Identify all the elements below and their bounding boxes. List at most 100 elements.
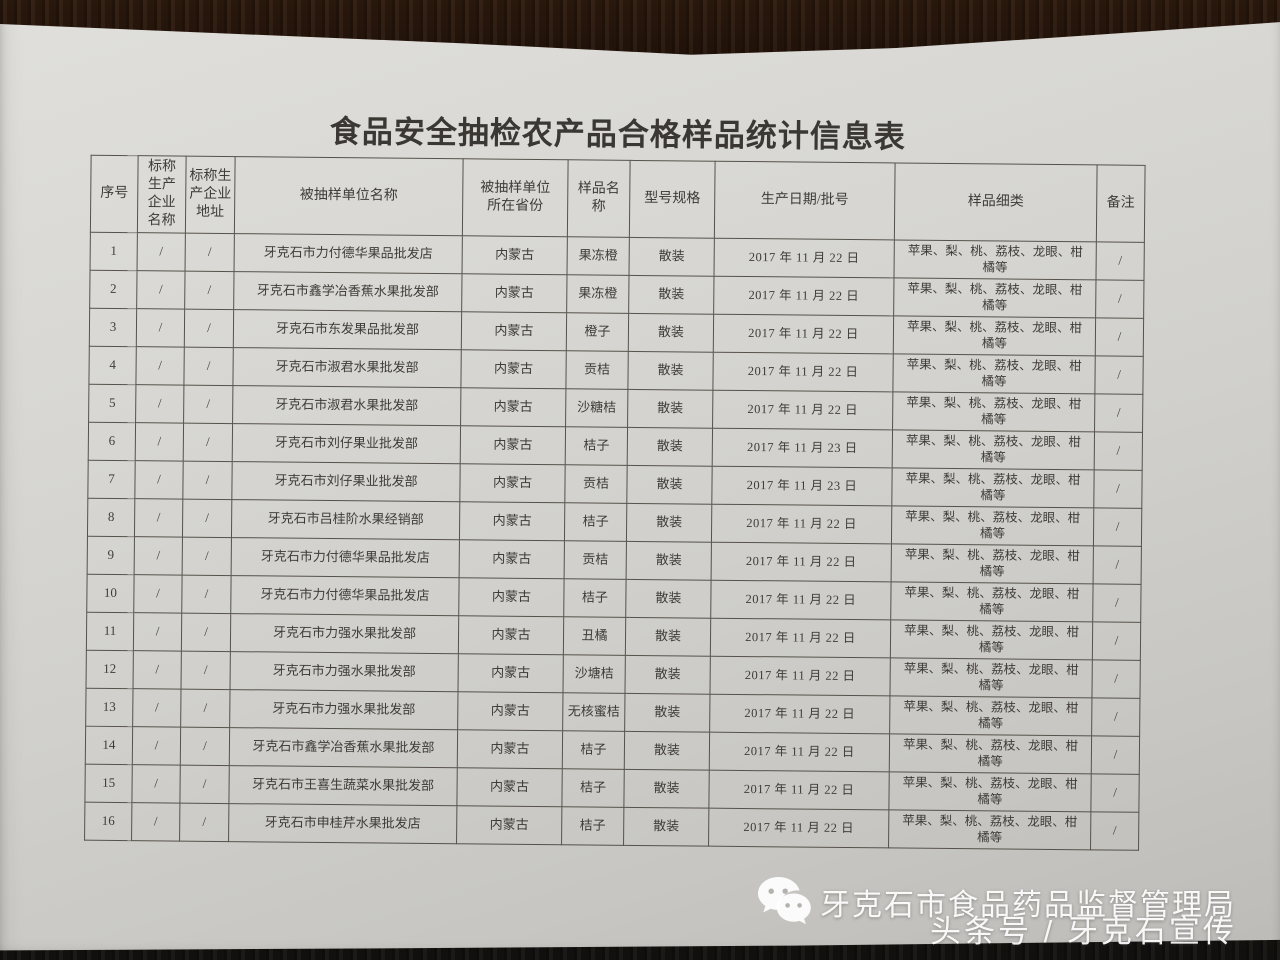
- header-row: 序号 标称生产企业名称 标称生产企业地址 被抽样单位名称 被抽样单位所在省份 样…: [90, 155, 1146, 243]
- cell-date-batch: 2017 年 11 月 22 日: [713, 238, 895, 278]
- cell-seq: 9: [87, 536, 135, 575]
- cell-date-batch: 2017 年 11 月 22 日: [713, 276, 894, 316]
- cell-date-batch: 2017 年 11 月 22 日: [708, 770, 890, 810]
- cell-producer-address: /: [184, 271, 235, 310]
- cell-seq: 16: [84, 802, 132, 841]
- cell-province: 内蒙古: [461, 273, 568, 313]
- cell-category: 苹果、梨、桃、荔枝、龙眼、柑橘等: [890, 619, 1093, 660]
- cell-category: 苹果、梨、桃、荔枝、龙眼、柑橘等: [889, 695, 1092, 736]
- cell-category: 苹果、梨、桃、荔枝、龙眼、柑橘等: [892, 429, 1095, 470]
- cell-producer-name: /: [133, 612, 182, 652]
- cell-producer-address: /: [181, 651, 231, 690]
- cell-spec: 散装: [626, 503, 712, 543]
- cell-category: 苹果、梨、桃、荔枝、龙眼、柑橘等: [889, 733, 1092, 774]
- cell-province: 内蒙古: [456, 805, 562, 845]
- cell-sampled-unit: 牙克石市王喜生蔬菜水果批发部: [228, 765, 458, 806]
- cell-sample-name: 桔子: [561, 806, 624, 846]
- cell-category: 苹果、梨、桃、荔枝、龙眼、柑橘等: [891, 505, 1094, 546]
- cell-sample-name: 贡桔: [565, 350, 629, 390]
- cell-seq: 6: [88, 422, 136, 461]
- cell-producer-name: /: [137, 232, 186, 272]
- cell-spec: 散装: [624, 731, 710, 771]
- cell-spec: 散装: [623, 807, 709, 847]
- cell-date-batch: 2017 年 11 月 22 日: [712, 352, 894, 392]
- cell-producer-name: /: [136, 270, 186, 310]
- cell-province: 内蒙古: [458, 577, 565, 617]
- cell-spec: 散装: [626, 541, 712, 581]
- cell-seq: 12: [86, 650, 134, 689]
- watermark: 牙克石市食品药品监督管理局 头条号 / 牙克石宣传: [748, 868, 1268, 952]
- cell-date-batch: 2017 年 11 月 22 日: [713, 314, 894, 354]
- cell-spec: 散装: [625, 579, 712, 619]
- cell-producer-address: /: [179, 803, 229, 842]
- cell-spec: 散装: [628, 275, 714, 315]
- cell-category: 苹果、梨、桃、荔枝、龙眼、柑橘等: [893, 239, 1097, 280]
- cell-province: 内蒙古: [457, 729, 563, 769]
- cell-producer-address: /: [185, 233, 235, 272]
- cell-sample-name: 无核蜜桔: [562, 692, 625, 732]
- cell-producer-address: /: [181, 575, 232, 614]
- cell-sample-name: 果冻橙: [566, 274, 630, 314]
- cell-seq: 2: [89, 270, 138, 309]
- cell-producer-name: /: [133, 650, 182, 690]
- cell-producer-address: /: [180, 689, 231, 728]
- cell-sampled-unit: 牙克石市力付德华果品批发店: [234, 233, 463, 274]
- cell-seq: 1: [90, 232, 138, 271]
- col-header-sampled-unit: 被抽样单位名称: [234, 156, 464, 236]
- cell-sample-name: 桔子: [562, 730, 625, 770]
- cell-producer-address: /: [183, 385, 233, 424]
- cell-sampled-unit: 牙克石市申桂芹水果批发店: [228, 803, 457, 844]
- cell-producer-address: /: [180, 727, 230, 766]
- cell-seq: 14: [85, 726, 133, 765]
- cell-spec: 散装: [624, 693, 710, 733]
- cell-sampled-unit: 牙克石市力付德华果品批发店: [231, 537, 460, 578]
- sample-statistics-table: 序号 标称生产企业名称 标称生产企业地址 被抽样单位名称 被抽样单位所在省份 样…: [84, 155, 1146, 851]
- cell-province: 内蒙古: [457, 691, 563, 731]
- cell-sampled-unit: 牙克石市力付德华果品批发店: [230, 575, 460, 616]
- cell-note: /: [1093, 469, 1143, 509]
- cell-seq: 7: [87, 460, 136, 499]
- cell-note: /: [1090, 773, 1140, 813]
- col-header-producer-name: 标称生产企业名称: [137, 155, 187, 234]
- cell-province: 内蒙古: [458, 615, 564, 655]
- cell-spec: 散装: [627, 389, 713, 429]
- cell-sample-name: 果冻橙: [567, 236, 630, 276]
- cell-spec: 散装: [627, 427, 713, 467]
- cell-producer-name: /: [134, 498, 183, 538]
- cell-category: 苹果、梨、桃、荔枝、龙眼、柑橘等: [889, 657, 1093, 698]
- cell-producer-address: /: [182, 499, 232, 538]
- cell-note: /: [1091, 697, 1140, 737]
- cell-spec: 散装: [627, 351, 714, 391]
- cell-seq: 11: [86, 612, 134, 651]
- cell-producer-address: /: [183, 423, 233, 462]
- document-title: 食品安全抽检农产品合格样品统计信息表: [329, 114, 907, 155]
- cell-date-batch: 2017 年 11 月 22 日: [711, 504, 892, 544]
- cell-note: /: [1095, 317, 1144, 357]
- col-header-note: 备注: [1096, 164, 1146, 243]
- wechat-icon: [758, 877, 811, 925]
- cell-producer-address: /: [182, 537, 232, 576]
- cell-seq: 3: [89, 308, 137, 347]
- cell-note: /: [1094, 355, 1144, 395]
- cell-sampled-unit: 牙克石市刘仔果业批发部: [231, 461, 461, 502]
- cell-province: 内蒙古: [456, 767, 563, 807]
- cell-sample-name: 桔子: [561, 768, 625, 808]
- cell-producer-name: /: [134, 536, 183, 576]
- cell-producer-address: /: [181, 613, 231, 652]
- cell-category: 苹果、梨、桃、荔枝、龙眼、柑橘等: [891, 543, 1094, 584]
- watermark-source: 头条号 / 牙克石宣传: [930, 914, 1237, 949]
- cell-province: 内蒙古: [459, 501, 565, 541]
- cell-category: 苹果、梨、桃、荔枝、龙眼、柑橘等: [893, 277, 1096, 318]
- cell-sample-name: 丑橘: [563, 616, 626, 656]
- cell-note: /: [1093, 545, 1142, 585]
- table-body: 1 / / 牙克石市力付德华果品批发店 内蒙古 果冻橙 散装 2017 年 11…: [84, 232, 1145, 851]
- cell-producer-name: /: [132, 726, 181, 766]
- cell-date-batch: 2017 年 11 月 23 日: [711, 466, 893, 506]
- cell-note: /: [1093, 507, 1142, 547]
- cell-province: 内蒙古: [460, 387, 566, 427]
- cell-sample-name: 桔子: [564, 502, 627, 542]
- cell-province: 内蒙古: [457, 653, 564, 693]
- cell-sampled-unit: 牙克石市力强水果批发部: [229, 689, 458, 730]
